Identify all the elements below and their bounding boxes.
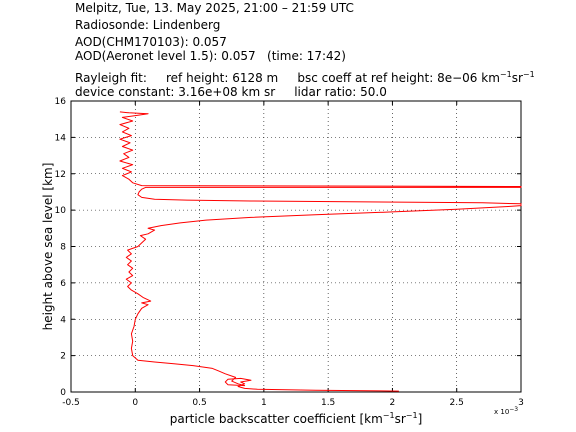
y-tick-label: 10: [55, 206, 67, 216]
data-series: [119, 111, 522, 392]
rayleigh-fit-text: Rayleigh fit: ref height: 6128 m: [75, 71, 279, 85]
x-tick-label: 3: [518, 398, 524, 408]
chart-title-line-2: Radiosonde: Lindenberg: [75, 18, 221, 32]
y-tick-label: 6: [60, 279, 66, 289]
chart-title-line-6: device constant: 3.16e+08 km sr lidar ra…: [75, 85, 387, 99]
x-axis-label-main: particle backscatter coefficient [km: [170, 412, 383, 426]
x-axis-label-exp-2: −1: [406, 411, 418, 420]
y-tick-label: 14: [55, 133, 67, 143]
x-tick-label: 1.5: [321, 398, 335, 408]
y-tick-label: 2: [60, 352, 66, 362]
bsc-unit-sr: sr: [511, 71, 523, 85]
y-tick-label: 4: [60, 315, 66, 325]
y-tick-label: 12: [55, 170, 66, 180]
x-tick-label: 2.5: [450, 398, 464, 408]
chart-title-line-3: AOD(CHM170103): 0.057: [75, 35, 227, 49]
grid-lines: [71, 101, 521, 392]
y-tick-label: 0: [60, 388, 66, 398]
y-tick-label: 16: [55, 97, 67, 107]
x-axis-label-sr: sr: [395, 412, 406, 426]
bsc-exp-1: −1: [499, 70, 512, 79]
x-axis-multiplier-exp: −3: [509, 406, 518, 413]
x-axis-label: particle backscatter coefficient [km−1sr…: [170, 411, 423, 426]
chart-title-line-4: AOD(Aeronet level 1.5): 0.057 (time: 17:…: [75, 49, 346, 63]
x-axis-multiplier-base: x 10: [494, 408, 509, 416]
x-tick-label: -0.5: [62, 398, 80, 408]
x-axis-label-end: ]: [418, 412, 423, 426]
chart-title-line-5: Rayleigh fit: ref height: 6128 m bsc coe…: [75, 68, 535, 85]
x-tick-label: 1: [261, 398, 267, 408]
chart-title-line-1: Melpitz, Tue, 13. May 2025, 21:00 – 21:5…: [75, 1, 354, 15]
x-tick-label: 0.5: [192, 398, 206, 408]
y-tick-label: 8: [60, 243, 66, 253]
x-axis-label-exp-1: −1: [383, 411, 395, 420]
x-axis-multiplier: x 10−3: [494, 406, 518, 416]
bsc-coeff-text: bsc coeff at ref height: 8e−06 km: [297, 71, 500, 85]
y-axis-label: height above sea level [km]: [41, 163, 55, 331]
x-tick-label: 0: [132, 398, 138, 408]
x-tick-label: 2: [390, 398, 396, 408]
backscatter-profile-line: [119, 111, 522, 392]
bsc-exp-2: −1: [522, 70, 535, 79]
